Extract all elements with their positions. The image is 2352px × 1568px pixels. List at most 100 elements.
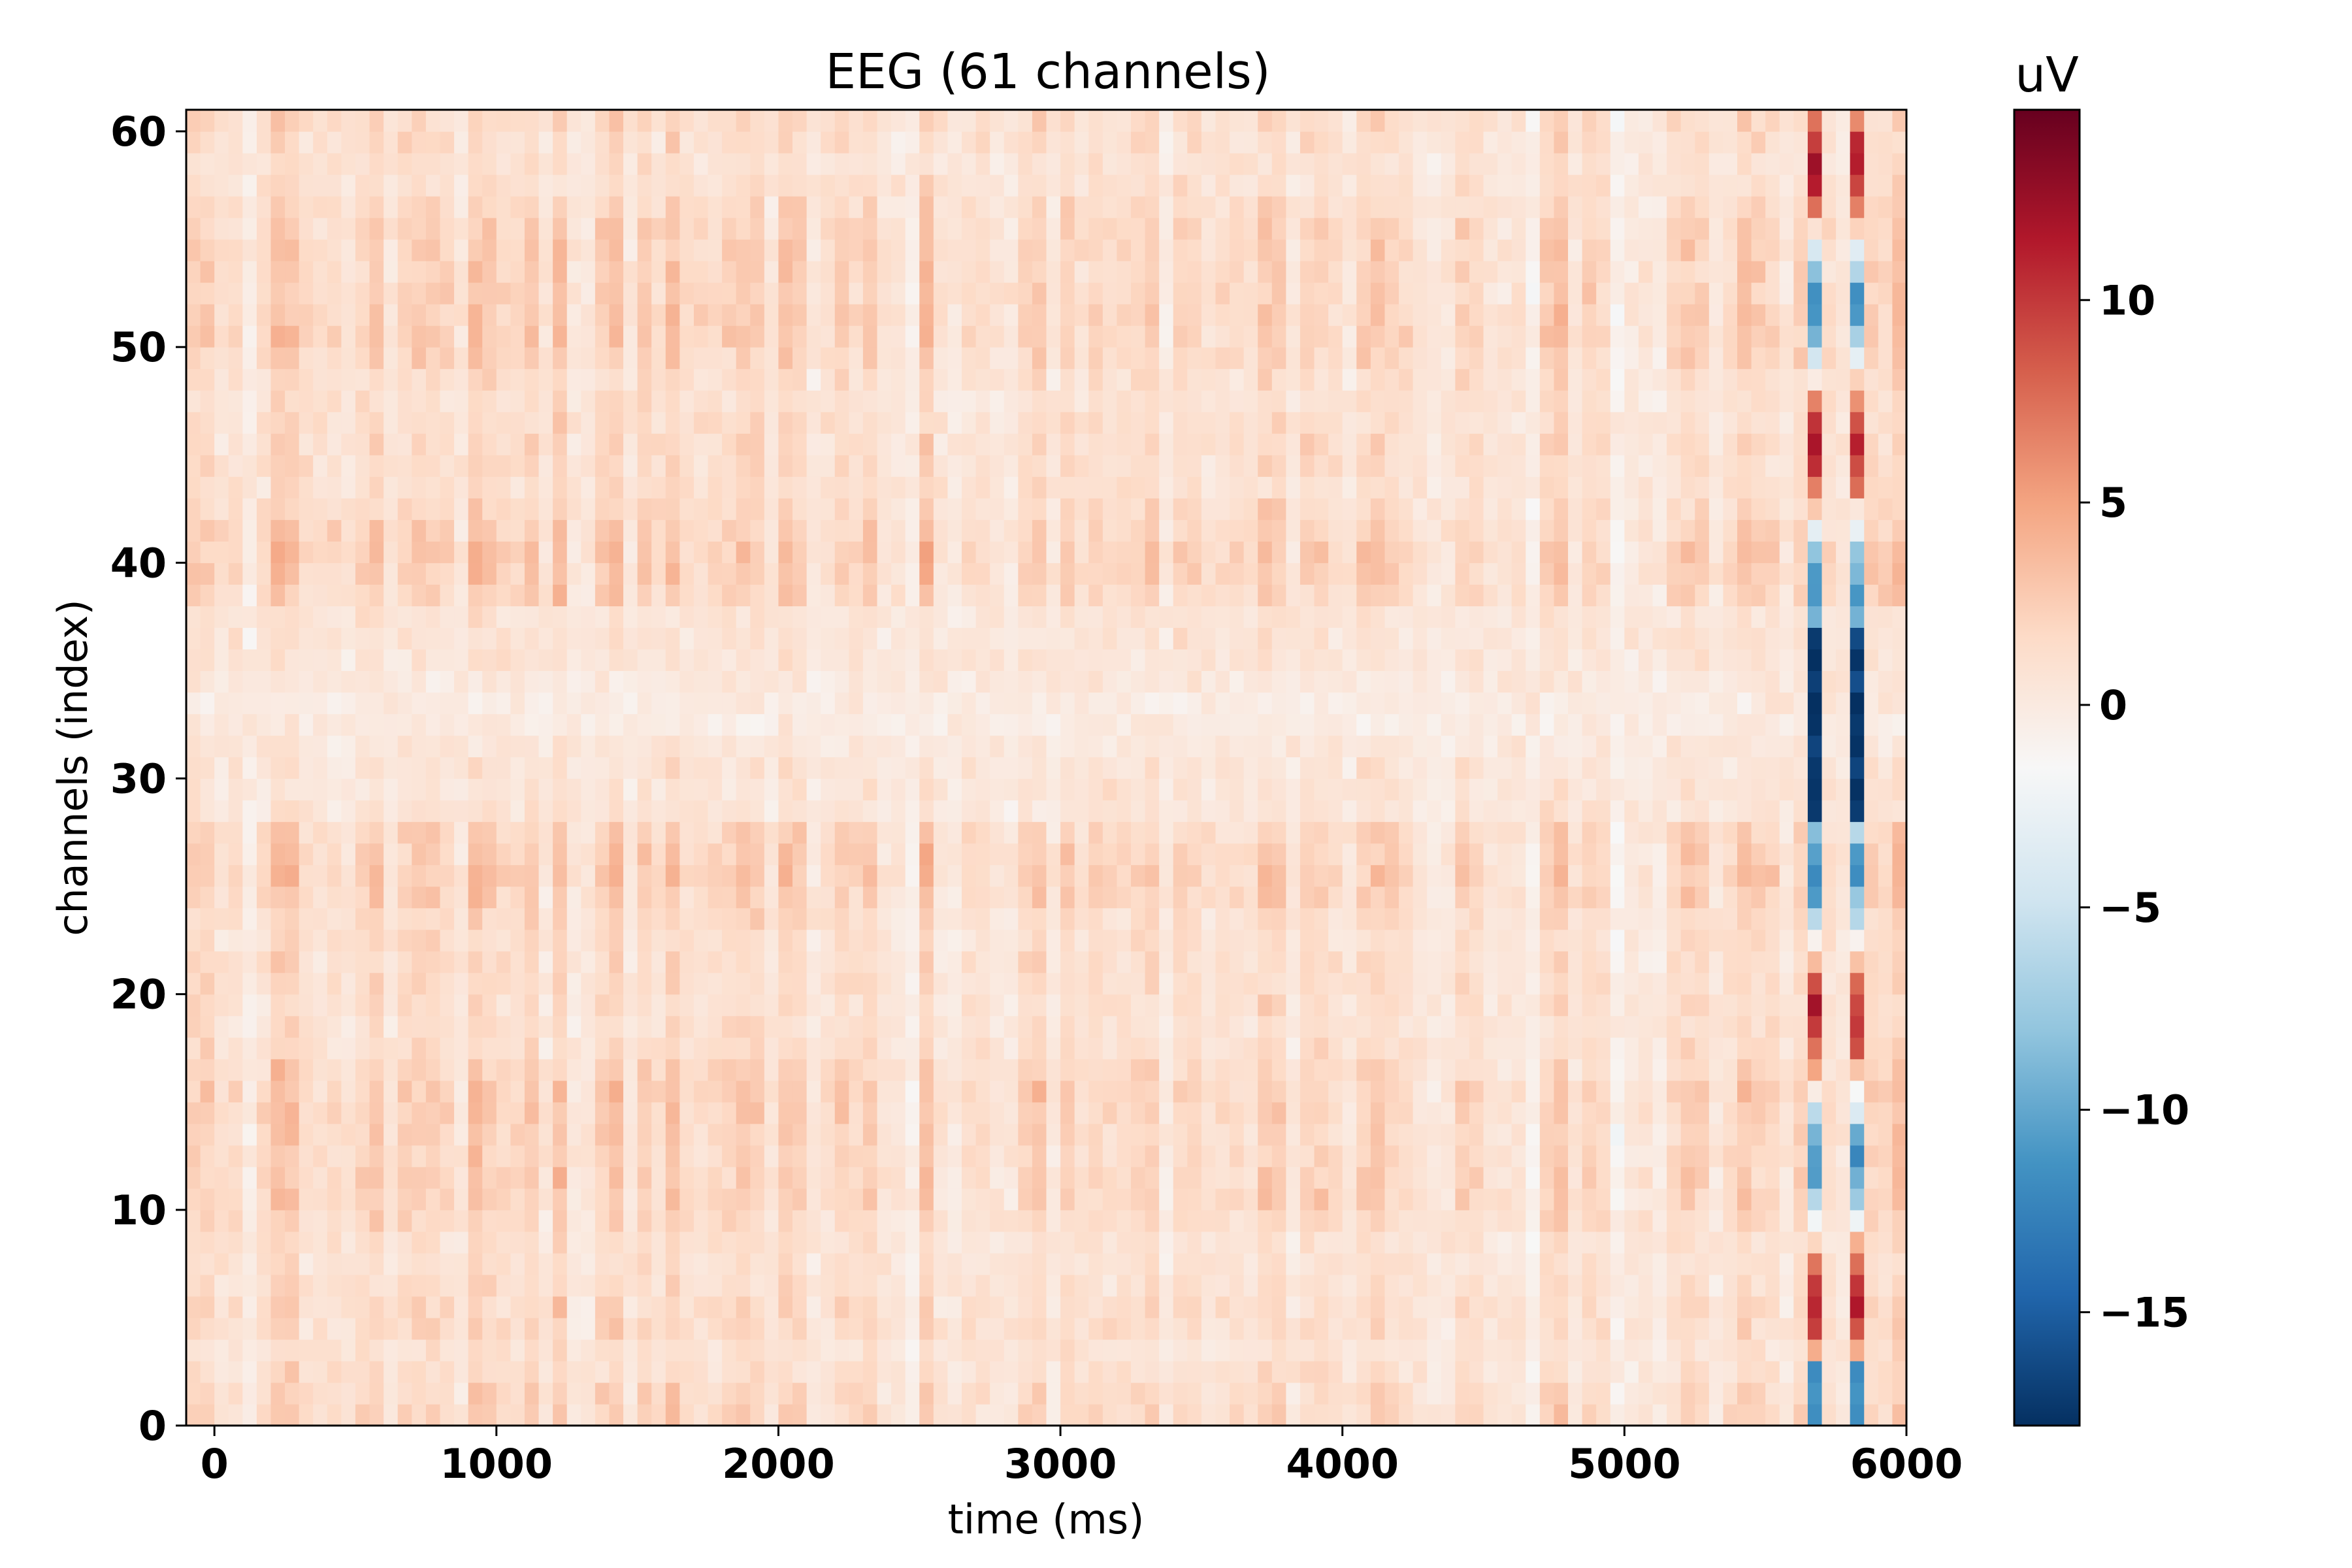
heatmap-cell: [862, 1339, 878, 1362]
heatmap-cell: [1004, 368, 1019, 391]
heatmap-cell: [637, 304, 652, 326]
heatmap-cell: [708, 390, 723, 412]
heatmap-cell: [722, 498, 737, 520]
heatmap-cell: [299, 627, 314, 650]
heatmap-cell: [256, 1382, 272, 1405]
heatmap-cell: [905, 1360, 920, 1383]
heatmap-cell: [933, 1145, 949, 1168]
heatmap-cell: [877, 1166, 892, 1189]
heatmap-cell: [186, 1145, 201, 1168]
heatmap-cell: [496, 606, 511, 628]
heatmap-cell: [425, 218, 441, 240]
heatmap-cell: [609, 541, 624, 563]
heatmap-cell: [1258, 1037, 1273, 1060]
heatmap-cell: [566, 1015, 581, 1038]
heatmap-cell: [834, 649, 849, 672]
heatmap-cell: [482, 433, 497, 455]
heatmap-cell: [919, 951, 934, 973]
heatmap-cell: [566, 951, 581, 973]
heatmap-cell: [566, 670, 581, 693]
heatmap-cell: [990, 1382, 1005, 1405]
heatmap-cell: [313, 1102, 328, 1124]
heatmap-cell: [862, 174, 878, 197]
heatmap-cell: [270, 735, 286, 758]
heatmap-cell: [1117, 1145, 1132, 1168]
heatmap-cell: [256, 606, 272, 628]
heatmap-cell: [1032, 627, 1047, 650]
heatmap-cell: [510, 864, 525, 887]
heatmap-cell: [1328, 1080, 1343, 1103]
heatmap-cell: [510, 196, 525, 218]
heatmap-cell: [214, 1274, 229, 1297]
heatmap-cell: [299, 261, 314, 283]
heatmap-cell: [693, 131, 709, 154]
heatmap-cell: [947, 1360, 962, 1383]
heatmap-cell: [538, 304, 553, 326]
heatmap-cell: [200, 1382, 215, 1405]
heatmap-cell: [947, 1166, 962, 1189]
heatmap-cell: [1032, 519, 1047, 542]
heatmap-cell: [425, 368, 441, 391]
heatmap-cell: [764, 1382, 779, 1405]
heatmap-cell: [623, 994, 638, 1017]
heatmap-cell: [891, 1252, 906, 1275]
heatmap-cell: [905, 563, 920, 585]
heatmap-cell: [778, 649, 793, 672]
heatmap-cell: [891, 800, 906, 823]
heatmap-cell: [693, 778, 709, 801]
heatmap-cell: [299, 1145, 314, 1168]
heatmap-cell: [341, 951, 356, 973]
heatmap-cell: [1299, 1231, 1315, 1254]
heatmap-cell: [1130, 757, 1146, 779]
heatmap-cell: [1004, 1339, 1019, 1362]
heatmap-cell: [877, 218, 892, 240]
heatmap-cell: [256, 563, 272, 585]
heatmap-cell: [538, 282, 553, 304]
heatmap-cell: [1328, 218, 1343, 240]
heatmap-cell: [1130, 606, 1146, 628]
heatmap-cell: [510, 368, 525, 391]
heatmap-cell: [905, 1403, 920, 1426]
heatmap-cell: [623, 412, 638, 434]
heatmap-cell: [905, 1252, 920, 1275]
heatmap-cell: [454, 800, 469, 823]
heatmap-cell: [891, 778, 906, 801]
heatmap-cell: [1230, 713, 1245, 736]
heatmap-cell: [1117, 843, 1132, 866]
heatmap-cell: [327, 433, 342, 455]
heatmap-cell: [821, 347, 836, 369]
heatmap-cell: [566, 649, 581, 672]
heatmap-cell: [891, 713, 906, 736]
heatmap-cell: [256, 1252, 272, 1275]
heatmap-cell: [524, 1015, 540, 1038]
heatmap-cell: [1187, 972, 1202, 995]
heatmap-cell: [821, 606, 836, 628]
heatmap-cell: [623, 153, 638, 175]
heatmap-cell: [1145, 757, 1160, 779]
heatmap-cell: [242, 412, 257, 434]
heatmap-cell: [214, 412, 229, 434]
heatmap-cell: [750, 498, 765, 520]
heatmap-cell: [1046, 131, 1061, 154]
heatmap-cell: [764, 1123, 779, 1146]
heatmap-cell: [1117, 800, 1132, 823]
heatmap-cell: [1074, 735, 1089, 758]
heatmap-cell: [1215, 1231, 1230, 1254]
heatmap-cell: [595, 994, 610, 1017]
heatmap-cell: [440, 929, 455, 952]
heatmap-cell: [299, 778, 314, 801]
heatmap-cell: [1314, 1166, 1329, 1189]
heatmap-cell: [1130, 929, 1146, 952]
heatmap-cell: [468, 1296, 483, 1318]
heatmap-cell: [778, 929, 793, 952]
heatmap-cell: [990, 261, 1005, 283]
heatmap-cell: [200, 476, 215, 498]
heatmap-cell: [214, 1360, 229, 1383]
heatmap-cell: [270, 282, 286, 304]
heatmap-cell: [722, 110, 737, 132]
heatmap-cell: [186, 563, 201, 585]
heatmap-cell: [1271, 821, 1286, 844]
heatmap-cell: [355, 821, 370, 844]
heatmap-cell: [821, 390, 836, 412]
heatmap-cell: [313, 476, 328, 498]
